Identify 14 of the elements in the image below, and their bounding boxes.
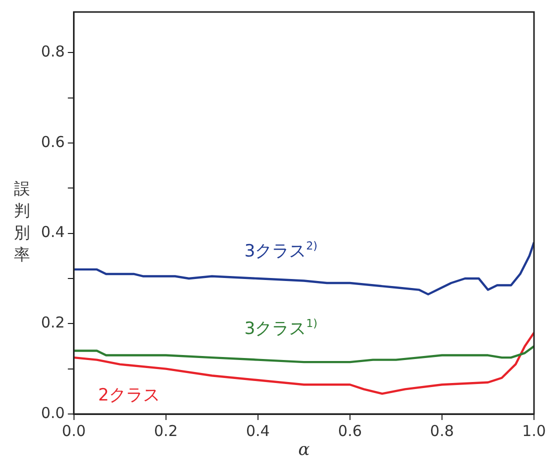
x-tick-label: 0.2 [154,422,178,440]
x-tick-label: 0.6 [338,422,362,440]
series-label: 2クラス [98,385,160,406]
y-tick-label: 0.0 [40,404,65,422]
x-tick-label: 1.0 [522,422,546,440]
y-axis-title: 誤判別率 [14,179,30,264]
y-tick-label: 0.2 [40,314,65,332]
y-tick-label: 0.4 [40,223,65,242]
x-tick-label: 0.8 [430,422,454,440]
x-tick-label: 0.4 [246,422,270,440]
y-tick-label: 0.8 [40,42,65,61]
y-tick-label: 0.6 [40,132,65,151]
x-axis-title: α [298,440,310,460]
x-tick-label: 0.0 [62,422,86,440]
